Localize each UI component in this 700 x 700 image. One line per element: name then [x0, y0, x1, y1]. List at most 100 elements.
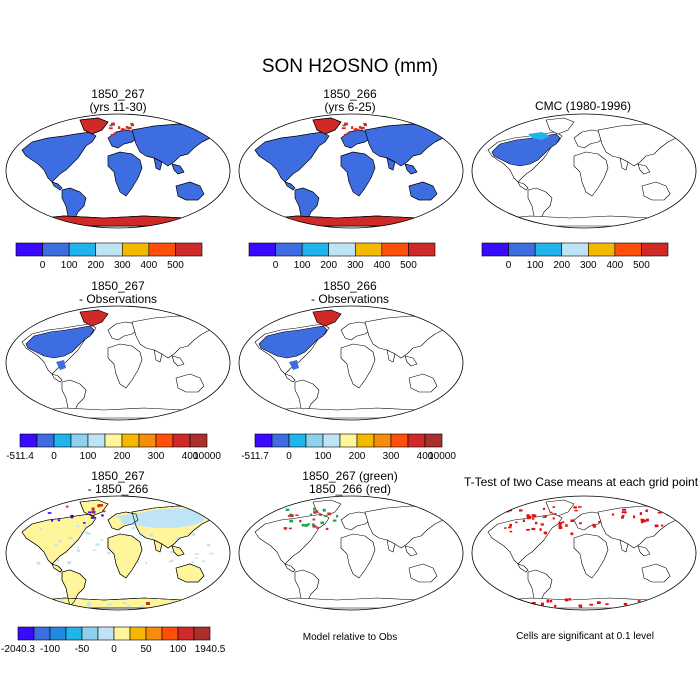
colorbar-swatch	[145, 626, 163, 641]
colorbar-tick-label: 200	[114, 451, 131, 462]
colorbar-swatch	[155, 433, 174, 448]
map-panel-ttest	[471, 495, 697, 611]
map-panel-cmc	[471, 113, 697, 229]
colorbar-tick-label: 0	[273, 260, 279, 271]
colorbar-tick-label: 0	[111, 644, 117, 655]
colorbar-tick-label: 100	[61, 260, 78, 271]
colorbar-swatch	[177, 626, 195, 641]
colorbar-swatch	[354, 242, 383, 257]
colorbar-swatch	[534, 242, 563, 257]
colorbar-swatch	[248, 242, 276, 257]
colorbar-swatch	[65, 626, 83, 641]
colorbar-swatch	[15, 242, 43, 257]
colorbar-swatch	[254, 433, 273, 448]
panel-title-p11: 1850_267 (yrs 11-30)	[18, 88, 218, 114]
colorbar-swatch	[104, 433, 123, 448]
colorbar-tick-label: 500	[633, 260, 650, 271]
colorbar-swatch	[407, 433, 426, 448]
panel-title-p12: 1850_266 (yrs 6-25)	[250, 88, 450, 114]
colorbar-tick-label: 200	[553, 260, 570, 271]
colorbar-tick-label: 0	[40, 260, 46, 271]
colorbar-swatch	[288, 433, 307, 448]
colorbar-swatch	[508, 242, 536, 257]
colorbar-swatch	[33, 626, 51, 641]
colorbar-swatch	[53, 433, 72, 448]
panel-title-line2: - Observations	[310, 292, 390, 306]
colorbar-p12: 0 100 200 300 400 500	[248, 242, 436, 271]
colorbar-tick-label: 400	[374, 260, 391, 271]
colorbar-tick-label: -511.7	[241, 451, 269, 462]
colorbar-swatch	[390, 433, 409, 448]
colorbar-swatch	[322, 433, 341, 448]
colorbar-swatch	[408, 242, 436, 257]
colorbar-swatch	[561, 242, 589, 257]
panel-title-p21: 1850_267 - Observations	[18, 280, 218, 306]
colorbar-swatch	[17, 626, 35, 641]
colorbar-swatch	[424, 433, 443, 448]
map-panel-267-minus-266	[5, 495, 231, 611]
colorbar-swatch	[161, 626, 179, 641]
colorbar-p11: 0 100 200 300 400 500	[15, 242, 203, 271]
colorbar-swatch	[356, 433, 375, 448]
colorbar-swatch	[373, 433, 392, 448]
colorbar-tick-label: -50	[75, 644, 90, 655]
panel-title-line2: 1850_266 (red)	[308, 482, 392, 496]
colorbar-tick-label: 0	[506, 260, 512, 271]
colorbar-swatch	[175, 242, 203, 257]
colorbar-swatch	[148, 242, 176, 257]
panel-title-line2: - Observations	[78, 292, 158, 306]
panel-title-line1: 1850_267	[91, 279, 145, 293]
colorbar-swatch	[641, 242, 669, 257]
figure-title: SON H2OSNO (mm)	[261, 56, 439, 77]
colorbar-swatch	[138, 433, 157, 448]
colorbar-tick-label: 300	[580, 260, 597, 271]
colorbar-tick-label: 100	[80, 451, 97, 462]
colorbar-swatch	[49, 626, 67, 641]
colorbar-tick-label: 400	[417, 451, 434, 462]
map-panel-267-minus-obs	[5, 305, 231, 421]
colorbar-swatch	[271, 433, 290, 448]
colorbar-swatch	[328, 242, 356, 257]
colorbar-swatch	[95, 242, 123, 257]
colorbar-swatch	[172, 433, 191, 448]
colorbar-swatch	[189, 433, 208, 448]
colorbar-swatch	[193, 626, 211, 641]
colorbar-tick-label: 200	[349, 451, 366, 462]
map-panel-1850-266	[238, 113, 464, 229]
colorbar-tick-label: 100	[527, 260, 544, 271]
colorbar-tick-label: 300	[114, 260, 131, 271]
colorbar-tick-label: 100	[294, 260, 311, 271]
colorbar-swatch	[481, 242, 509, 257]
colorbar-tick-label: 100	[315, 451, 332, 462]
colorbar-swatch	[97, 626, 115, 641]
panel-title-p22: 1850_266 - Observations	[250, 280, 450, 306]
colorbar-p13: 0 100 200 300 400 500	[481, 242, 669, 271]
colorbar-swatch	[81, 626, 99, 641]
panel-title-line2: (yrs 6-25)	[324, 100, 376, 114]
map-panel-266-minus-obs	[238, 305, 464, 421]
colorbar-tick-label: 200	[320, 260, 337, 271]
colorbar-tick-label: 400	[607, 260, 624, 271]
colorbar-tick-label: 1940.5	[195, 644, 226, 655]
colorbar-tick-label: -511.4	[6, 451, 34, 462]
colorbar-swatch	[381, 242, 409, 257]
colorbar-tick-label: 500	[400, 260, 417, 271]
colorbar-tick-label: 0	[51, 451, 57, 462]
colorbar-tick-label: 300	[148, 451, 165, 462]
map-panel-1850-267	[5, 113, 231, 229]
colorbar-swatch	[68, 242, 97, 257]
colorbar-swatch	[587, 242, 616, 257]
colorbar-swatch	[36, 433, 55, 448]
colorbar-tick-label: 50	[140, 644, 152, 655]
colorbar-tick-label: 10000	[193, 451, 221, 462]
colorbar-swatch	[113, 626, 131, 641]
panel-title-line1: 1850_267 (green)	[302, 469, 398, 483]
colorbar-tick-label: -2040.3	[1, 644, 35, 655]
colorbar-tick-label: 10000	[428, 451, 456, 462]
colorbar-tick-label: 300	[347, 260, 364, 271]
colorbar-swatch	[301, 242, 330, 257]
panel-title-line2: - 1850_266	[87, 482, 149, 496]
panel-title-line1: 1850_267	[91, 469, 145, 483]
panel-title-p13: CMC (1980-1996)	[483, 100, 683, 113]
